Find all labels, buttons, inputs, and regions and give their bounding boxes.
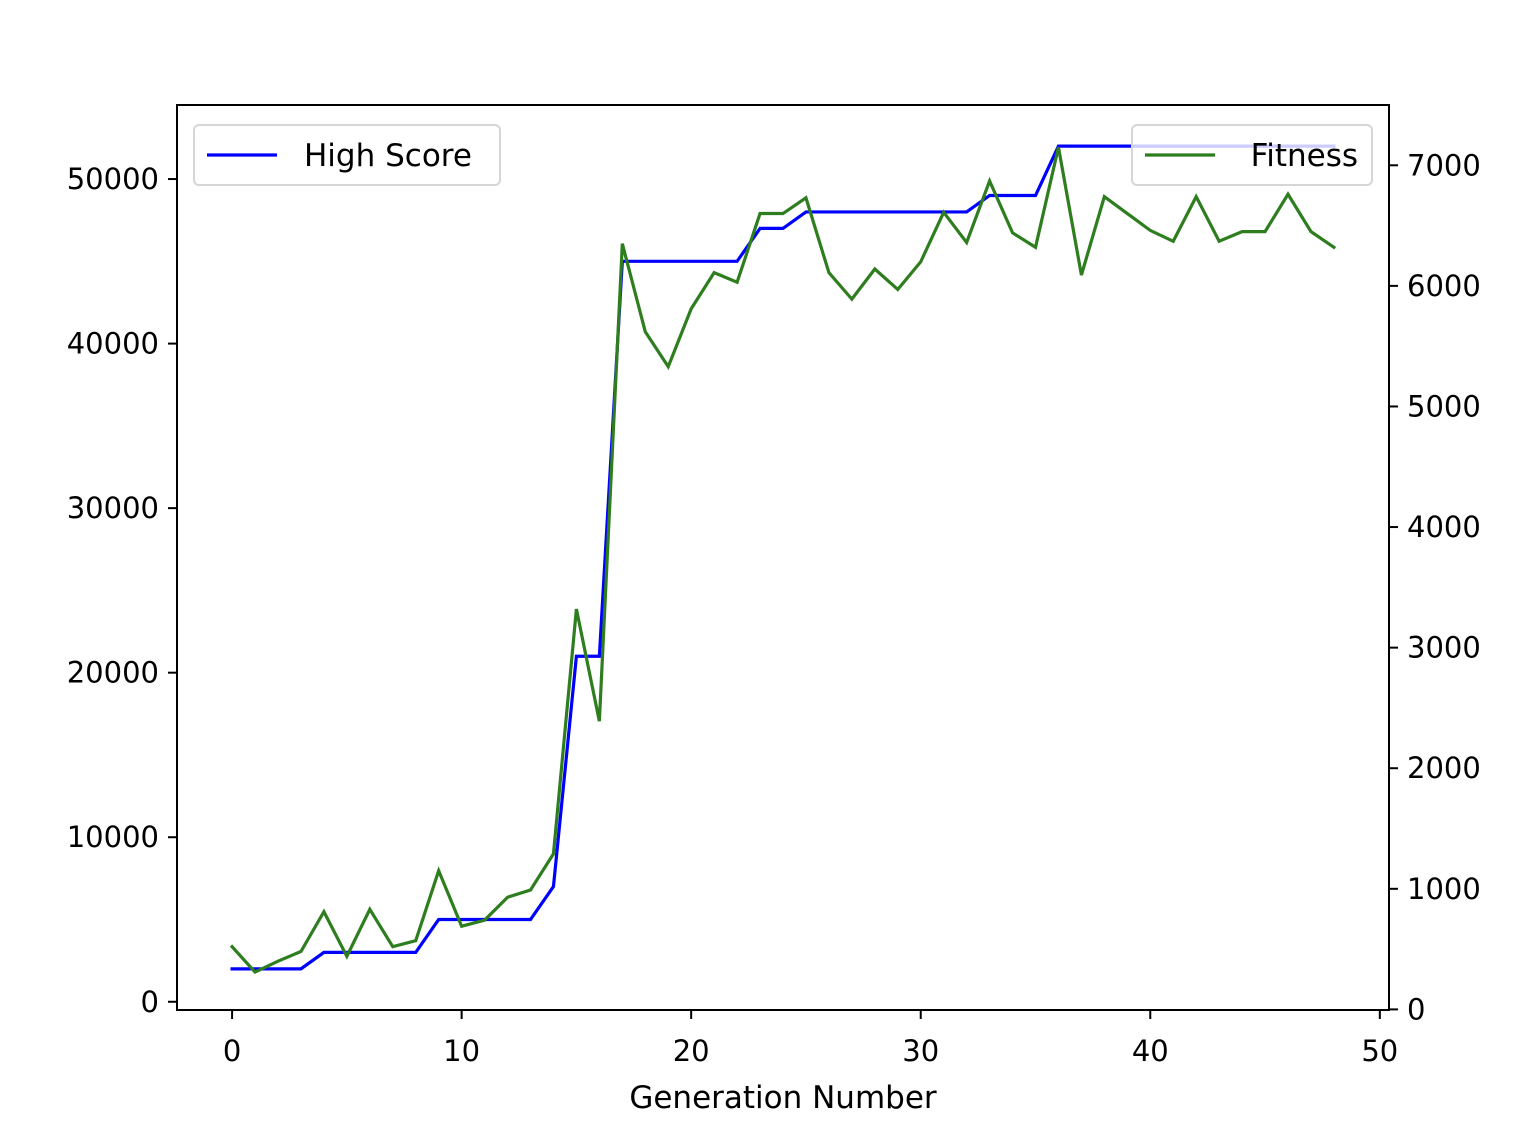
legend-label: Fitness (1251, 138, 1358, 174)
x-tick-label-20: 20 (673, 1034, 710, 1068)
y-left-tick-label-50000: 50000 (67, 162, 159, 196)
legend-layer: High Score Fitness (193, 124, 1373, 186)
y-right-tick-label-3000: 3000 (1407, 631, 1481, 665)
y-right-tick-label-6000: 6000 (1407, 269, 1481, 303)
y-right-tick-label-1000: 1000 (1407, 872, 1481, 906)
y-right-tick-label-0: 0 (1407, 992, 1425, 1026)
x-tick-label-0: 0 (223, 1034, 241, 1068)
y-left-tick-label-10000: 10000 (67, 820, 159, 854)
plot-frame (176, 104, 1390, 1011)
x-tick-label-10: 10 (443, 1034, 480, 1068)
legend-fitness: Fitness (1131, 124, 1373, 186)
x-axis-title: Generation Number (629, 1080, 937, 1116)
legend-label: High Score (304, 138, 472, 174)
legend-box (193, 124, 501, 186)
y-right-tick-label-2000: 2000 (1407, 751, 1481, 785)
axes-layer: 0 10 20 30 40 50 0 10000 20000 30000 40000 50000 0 10… (67, 104, 1481, 1116)
x-tick-label-50: 50 (1361, 1034, 1398, 1068)
legend-high-score: High Score (193, 124, 501, 186)
y-right-tick-label-7000: 7000 (1407, 148, 1481, 182)
legend-box (1131, 124, 1373, 186)
series-line-fitness (229, 146, 1337, 974)
y-left-tick-label-30000: 30000 (67, 491, 159, 525)
y-right-tick-label-5000: 5000 (1407, 389, 1481, 423)
x-tick-label-30: 30 (902, 1034, 939, 1068)
y-left-tick-label-20000: 20000 (67, 656, 159, 690)
y-left-tick-label-0: 0 (141, 985, 159, 1019)
x-tick-label-40: 40 (1132, 1034, 1169, 1068)
y-left-tick-label-40000: 40000 (67, 327, 159, 361)
y-right-tick-label-4000: 4000 (1407, 510, 1481, 544)
